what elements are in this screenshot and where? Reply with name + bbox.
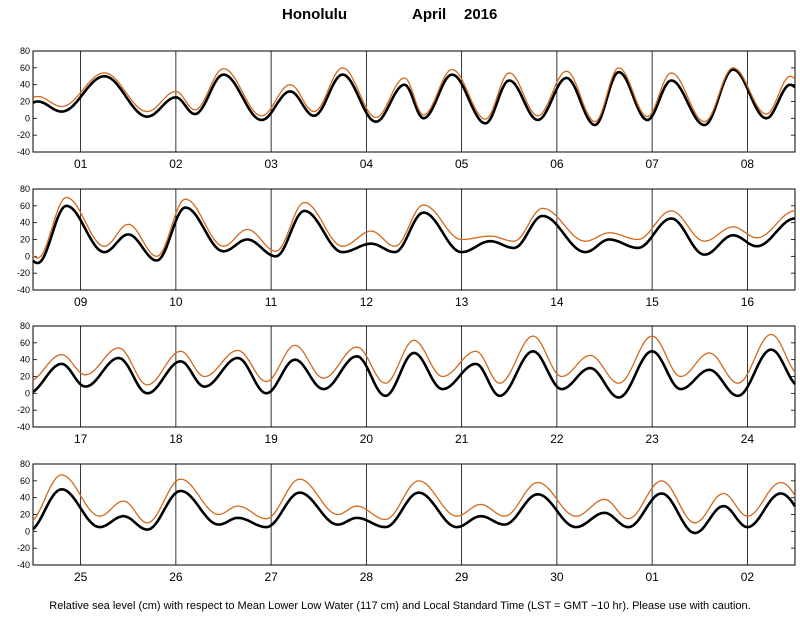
day-label: 02: [169, 157, 183, 171]
day-label: 04: [360, 157, 374, 171]
chart-title: Honolulu April 2016: [0, 6, 800, 26]
day-label: 22: [550, 432, 564, 446]
footer-note: Relative sea level (cm) with respect to …: [49, 600, 751, 612]
title-month: April: [412, 6, 447, 23]
day-label: 12: [360, 295, 374, 309]
day-label: 30: [550, 570, 564, 584]
day-label: 26: [169, 570, 183, 584]
panel-frame: [32, 463, 796, 566]
y-tick-label: -40: [17, 285, 30, 295]
predicted-series-line: [32, 67, 796, 123]
panel-frame: [32, 188, 796, 291]
y-tick-label: 40: [20, 80, 30, 90]
y-tick-label: 20: [20, 372, 30, 382]
day-label: 24: [741, 432, 755, 446]
day-label: 03: [264, 157, 278, 171]
day-label: 13: [455, 295, 469, 309]
predicted-series-line: [32, 333, 796, 386]
day-label: 23: [645, 432, 659, 446]
day-label: 28: [360, 570, 374, 584]
day-label: 21: [455, 432, 469, 446]
y-tick-label: 60: [20, 476, 30, 486]
title-location: Honolulu: [282, 6, 347, 23]
y-tick-label: -20: [17, 405, 30, 415]
observed-series-line: [32, 204, 796, 265]
day-label: 01: [74, 157, 88, 171]
y-tick-label: 20: [20, 97, 30, 107]
y-tick-label: 60: [20, 338, 30, 348]
y-tick-label: 0: [25, 113, 30, 123]
day-label: 14: [550, 295, 564, 309]
observed-series-line: [32, 348, 797, 399]
y-tick-label: -40: [17, 147, 30, 157]
day-label: 08: [741, 157, 755, 171]
observed-series-line: [32, 487, 797, 535]
y-tick-label: -20: [17, 543, 30, 553]
day-label: 17: [74, 432, 88, 446]
y-tick-label: 40: [20, 218, 30, 228]
day-label: 16: [741, 295, 755, 309]
day-label: 20: [360, 432, 374, 446]
y-tick-label: 80: [20, 459, 30, 469]
day-label: 07: [645, 157, 659, 171]
day-label: 19: [264, 432, 278, 446]
y-tick-label: 20: [20, 510, 30, 520]
day-label: 01: [645, 570, 659, 584]
day-label: 15: [645, 295, 659, 309]
day-label: 10: [169, 295, 183, 309]
y-tick-label: 40: [20, 493, 30, 503]
day-label: 27: [264, 570, 278, 584]
day-label: 29: [455, 570, 469, 584]
y-tick-label: 60: [20, 201, 30, 211]
day-label: 11: [265, 295, 278, 309]
day-label: 05: [455, 157, 469, 171]
day-label: 25: [74, 570, 88, 584]
y-tick-label: -40: [17, 422, 30, 432]
day-label: 06: [550, 157, 564, 171]
title-year: 2016: [464, 6, 498, 23]
y-tick-label: 80: [20, 321, 30, 331]
y-tick-label: 20: [20, 235, 30, 245]
y-tick-label: 0: [25, 251, 30, 261]
observed-series-line: [32, 68, 796, 127]
y-tick-label: 80: [20, 46, 30, 56]
y-tick-label: 60: [20, 63, 30, 73]
day-label: 18: [169, 432, 183, 446]
predicted-series-line: [32, 474, 796, 524]
y-tick-label: -40: [17, 560, 30, 570]
y-tick-label: 0: [25, 526, 30, 536]
y-tick-label: 80: [20, 184, 30, 194]
day-label: 09: [74, 295, 88, 309]
day-label: 02: [741, 570, 755, 584]
y-tick-label: 40: [20, 355, 30, 365]
predicted-series-line: [32, 196, 796, 259]
y-tick-label: -20: [17, 268, 30, 278]
y-tick-label: -20: [17, 130, 30, 140]
y-tick-label: 0: [25, 388, 30, 398]
